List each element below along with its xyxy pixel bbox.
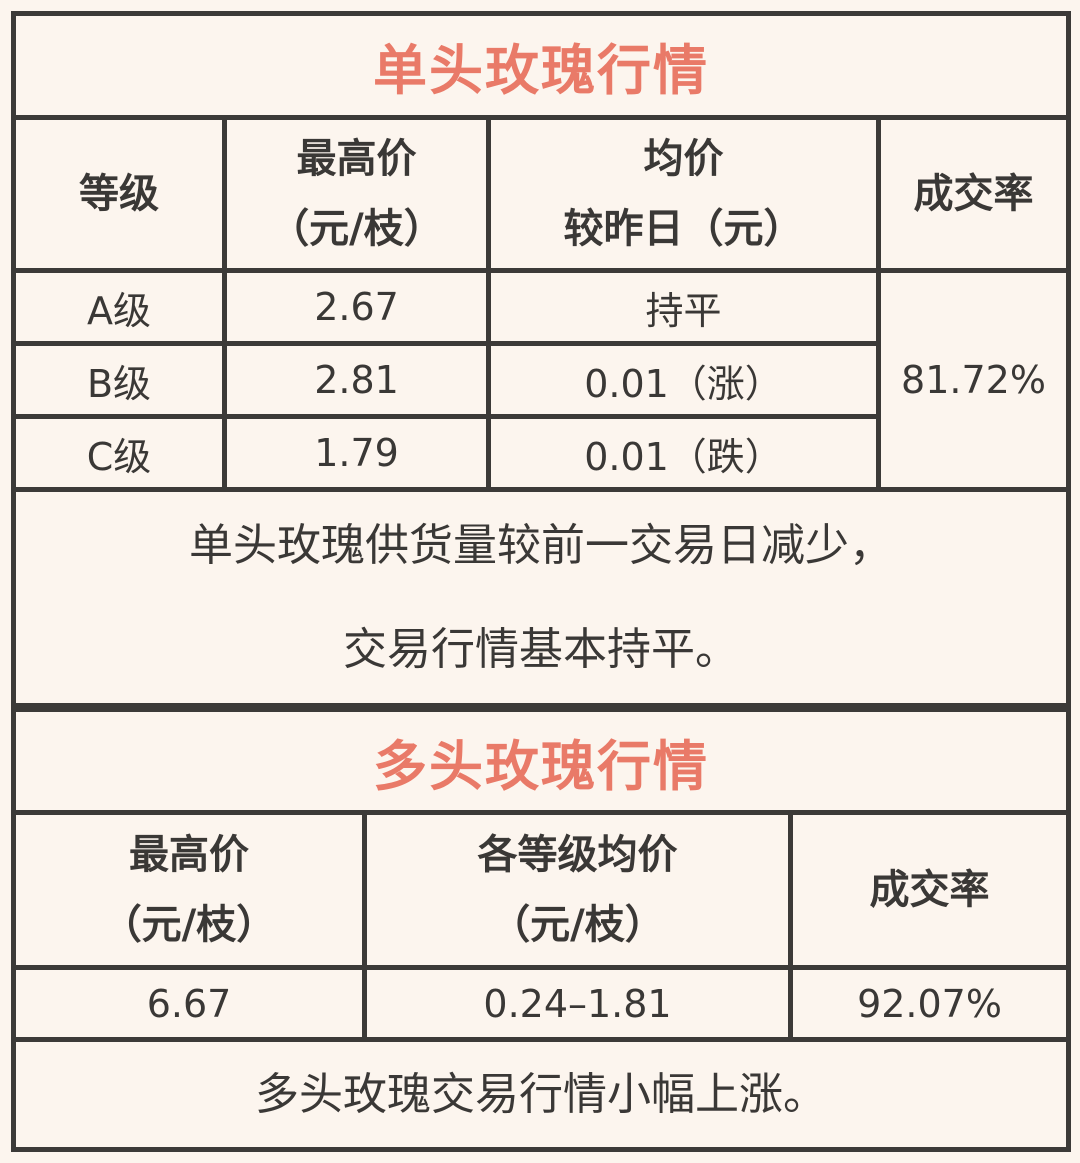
table-row: 6.67 0.24–1.81 92.07% bbox=[11, 965, 1072, 1042]
avg-price-cell: 0.24–1.81 bbox=[362, 965, 793, 1042]
multi-rose-table: 多头玫瑰行情 最高价 （元/枝） 各等级均价 （元/枝） 成交率 6.67 0.24… bbox=[10, 707, 1072, 1152]
table-row: A级 2.67 持平 81.72% bbox=[11, 268, 1071, 492]
header-avg-line1: 均价 bbox=[643, 136, 724, 182]
change-cell: 0.01（跌） bbox=[486, 414, 881, 492]
rate-cell: 81.72% bbox=[876, 268, 1071, 492]
single-rose-title: 单头玫瑰行情 bbox=[11, 11, 1071, 120]
multi-rose-title: 多头玫瑰行情 bbox=[10, 707, 1072, 815]
note-line2: 交易行情基本持平。 bbox=[343, 623, 739, 675]
max-price-cell: 2.81 bbox=[222, 341, 491, 419]
header-max-price-line1: 最高价 bbox=[296, 136, 417, 182]
grade-cell: B级 bbox=[11, 341, 227, 419]
header-rate: 成交率 bbox=[787, 810, 1072, 970]
grade-cell: C级 bbox=[11, 414, 227, 492]
header-max-line2: （元/枝） bbox=[101, 902, 277, 948]
header-avg-line2: （元/枝） bbox=[490, 902, 665, 948]
change-cell: 持平 bbox=[486, 268, 881, 346]
header-grade: 等级 bbox=[11, 115, 227, 273]
header-avg-change: 均价较昨日（元） bbox=[486, 115, 881, 273]
header-avg-line1: 各等级均价 bbox=[477, 832, 678, 878]
table-row: B级 2.81 0.01（涨） bbox=[11, 341, 1069, 419]
max-price-cell: 6.67 bbox=[11, 965, 367, 1042]
max-price-cell: 1.79 bbox=[222, 414, 491, 492]
multi-rose-note: 多头玫瑰交易行情小幅上涨。 bbox=[10, 1037, 1072, 1152]
change-cell: 0.01（涨） bbox=[486, 341, 881, 419]
single-rose-note: 单头玫瑰供货量较前一交易日减少， 交易行情基本持平。 bbox=[11, 487, 1071, 708]
header-avg-line2: 较昨日（元） bbox=[563, 206, 804, 252]
note-line1: 单头玫瑰供货量较前一交易日减少， bbox=[189, 519, 893, 571]
single-rose-table: 单头玫瑰行情 等级 最高价 （元/枝） 均价较昨日（元） 成交率 A级 2.67 … bbox=[11, 11, 1071, 708]
header-rate: 成交率 bbox=[876, 115, 1071, 273]
grade-cell: A级 bbox=[11, 268, 227, 346]
header-max-price: 最高价 （元/枝） bbox=[222, 115, 491, 273]
max-price-cell: 2.67 bbox=[222, 268, 491, 346]
header-max-line1: 最高价 bbox=[129, 832, 249, 878]
table-row: C级 1.79 0.01（跌） bbox=[11, 414, 1069, 492]
rate-cell: 92.07% bbox=[787, 965, 1072, 1042]
header-avg-price: 各等级均价 （元/枝） bbox=[362, 810, 793, 970]
header-max-price: 最高价 （元/枝） bbox=[11, 810, 367, 970]
header-max-price-line2: （元/枝） bbox=[269, 206, 444, 252]
